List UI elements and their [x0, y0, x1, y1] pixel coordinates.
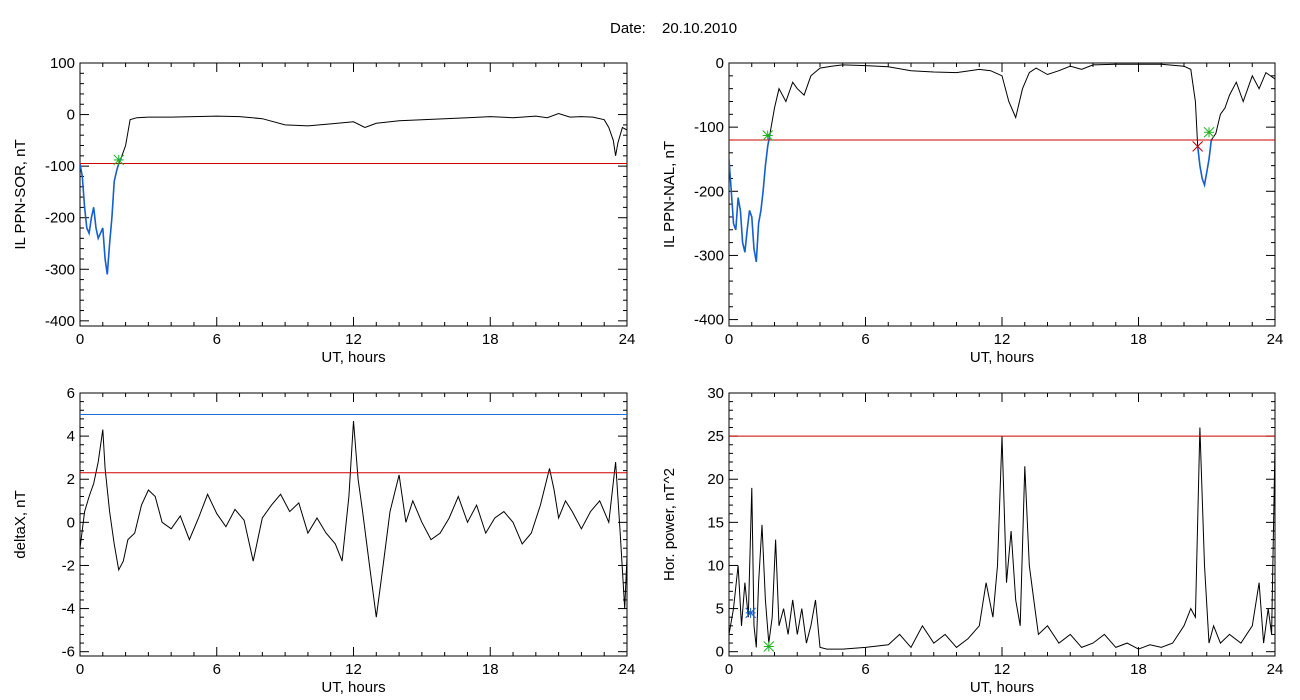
asterisk-marker: [763, 641, 775, 652]
y-tick-label: 0: [716, 55, 724, 72]
y-tick-label: -100: [694, 119, 724, 136]
x-tick-label: 6: [861, 661, 869, 678]
x-tick-label: 12: [994, 331, 1011, 348]
y-axis-title: IL PPN-SOR, nT: [12, 139, 29, 249]
marker-stroke: [1192, 141, 1204, 152]
y-tick-label: 2: [67, 471, 75, 488]
series-line-1: [80, 112, 627, 275]
x-tick-label: 12: [345, 331, 362, 348]
x-tick-label: 6: [861, 331, 869, 348]
x-tick-label: 6: [213, 661, 221, 678]
asterisk-marker: [1203, 126, 1215, 138]
y-tick-label: 20: [707, 471, 724, 488]
chart-panel-4: 0 6 12 18 24 0 5 10 15 20 25 30 UT, hours Hor. power,…: [661, 385, 1283, 696]
x-tick-label: 0: [76, 661, 84, 678]
y-tick-label: -200: [694, 183, 724, 200]
series-line-2: [80, 158, 122, 275]
x-axis-title: UT, hours: [321, 349, 385, 366]
y-tick-label: 4: [67, 428, 75, 445]
x-tick-label: 0: [76, 331, 84, 348]
chart-panel-2: 0 6 12 18 24 -400 -300 -200 -100 0 UT, hours IL PPN…: [661, 55, 1283, 366]
y-tick-label: -400: [694, 312, 724, 329]
y-tick-label: 100: [50, 55, 75, 72]
x-axis-title: UT, hours: [970, 679, 1034, 696]
series-line-3: [1196, 139, 1213, 188]
x-tick-label: 24: [619, 661, 636, 678]
y-tick-label: 10: [707, 557, 724, 574]
y-axis-title: Hor. power, nT^2: [661, 468, 678, 581]
date-label: Date:: [610, 20, 646, 37]
x-tick-label: 12: [994, 661, 1011, 678]
series-line-1: [729, 63, 1275, 262]
series-line-1: [80, 420, 627, 618]
y-tick-label: -2: [62, 557, 75, 574]
series-line-2: [729, 133, 771, 263]
x-tick-label: 18: [1130, 661, 1147, 678]
y-axis-title: IL PPN-NAL, nT: [661, 141, 678, 248]
y-tick-label: -4: [62, 601, 75, 618]
x-tick-label: 0: [725, 331, 733, 348]
asterisk-marker: [745, 607, 756, 619]
x-axis-title: UT, hours: [321, 679, 385, 696]
plot-frame: [728, 62, 1276, 327]
y-axis-title: deltaX, nT: [12, 490, 29, 558]
series-line-1: [729, 427, 1275, 650]
y-tick-label: 0: [67, 107, 75, 124]
x-tick-label: 24: [619, 331, 636, 348]
y-tick-label: 0: [67, 514, 75, 531]
date-value: 20.10.2010: [662, 20, 737, 37]
y-tick-label: -300: [45, 261, 75, 278]
y-tick-label: -100: [45, 158, 75, 175]
x-tick-label: 12: [345, 661, 362, 678]
y-tick-label: 5: [716, 601, 724, 618]
y-tick-label: 25: [707, 428, 724, 445]
chart-panel-1: 0 6 12 18 24 -400 -300 -200 -100 0 100 UT, hours IL …: [12, 55, 635, 366]
x-tick-label: 18: [482, 331, 499, 348]
y-tick-label: 6: [67, 385, 75, 402]
cross-marker: [1192, 141, 1204, 152]
x-tick-label: 18: [482, 661, 499, 678]
y-tick-label: -300: [694, 247, 724, 264]
y-tick-label: -6: [62, 644, 75, 661]
y-tick-label: 0: [716, 644, 724, 661]
x-axis-title: UT, hours: [970, 349, 1034, 366]
x-tick-label: 6: [213, 331, 221, 348]
y-tick-label: -400: [45, 313, 75, 330]
y-tick-label: 15: [707, 514, 724, 531]
asterisk-marker: [113, 154, 125, 166]
x-tick-label: 18: [1130, 331, 1147, 348]
x-tick-label: 24: [1267, 661, 1284, 678]
asterisk-marker: [762, 130, 774, 141]
plot-frame: [79, 62, 628, 327]
plot-frame: [79, 392, 628, 657]
x-tick-label: 0: [725, 661, 733, 678]
y-tick-label: -200: [45, 210, 75, 227]
plot-frame: [728, 392, 1276, 657]
x-tick-label: 24: [1267, 331, 1284, 348]
y-tick-label: 30: [707, 385, 724, 402]
